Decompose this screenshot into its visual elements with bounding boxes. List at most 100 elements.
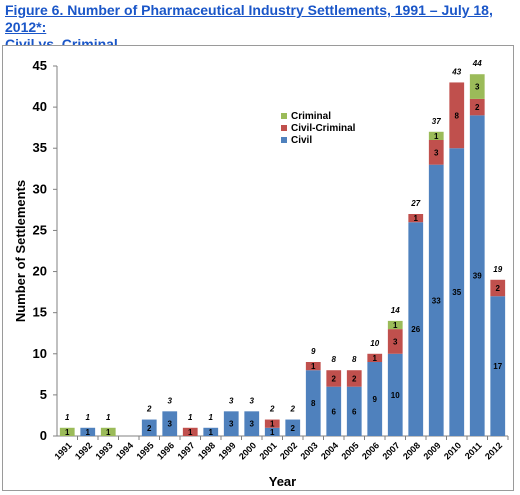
- bar-segment: [449, 148, 465, 436]
- bar-segment: [428, 131, 444, 140]
- segment-value-label: 6: [352, 407, 357, 416]
- total-value-label: 1: [65, 413, 70, 422]
- segment-value-label: 6: [332, 407, 337, 416]
- segment-value-label: 17: [493, 362, 502, 371]
- legend-swatch: [281, 125, 287, 131]
- bar-segment: [367, 353, 383, 362]
- segment-value-label: 9: [373, 395, 378, 404]
- segment-value-label: 1: [86, 428, 91, 437]
- total-value-label: 44: [472, 59, 482, 68]
- x-tick-label: 1991: [52, 440, 73, 461]
- x-tick-label: 2010: [442, 440, 463, 461]
- total-value-label: 3: [250, 396, 255, 405]
- segment-value-label: 1: [209, 428, 214, 437]
- bar-segment: [59, 427, 75, 436]
- x-tick-label: 2003: [298, 440, 319, 461]
- bar-segment: [367, 362, 383, 436]
- y-tick-label: 40: [33, 99, 47, 114]
- legend-swatch: [281, 137, 287, 143]
- bar-segment: [244, 411, 260, 436]
- bar-segment: [449, 82, 465, 149]
- bar-segment: [428, 140, 444, 165]
- y-tick-label: 10: [33, 346, 47, 361]
- bar-segment: [387, 329, 403, 354]
- total-value-label: 1: [106, 413, 111, 422]
- y-tick-label: 5: [40, 387, 47, 402]
- segment-value-label: 1: [311, 362, 316, 371]
- total-value-label: 8: [352, 355, 357, 364]
- segment-value-label: 35: [452, 288, 461, 297]
- y-tick-label: 35: [33, 140, 47, 155]
- segment-value-label: 1: [414, 214, 419, 223]
- bar-segment: [264, 427, 280, 436]
- bar-segment: [80, 427, 96, 436]
- total-value-label: 2: [146, 405, 152, 414]
- bar-segment: [469, 115, 485, 436]
- total-value-label: 19: [493, 265, 502, 274]
- total-value-label: 37: [432, 117, 441, 126]
- x-tick-label: 2011: [463, 440, 484, 461]
- bar-segment: [223, 411, 239, 436]
- legend-swatch: [281, 113, 287, 119]
- total-value-label: 10: [370, 339, 379, 348]
- bar-segment: [469, 98, 485, 116]
- x-tick-label: 2009: [421, 440, 442, 461]
- x-tick-label: 1998: [196, 440, 217, 461]
- y-tick-label: 20: [33, 264, 47, 279]
- segment-value-label: 3: [475, 83, 480, 92]
- total-value-label: 1: [209, 413, 214, 422]
- bar-segment: [100, 427, 116, 436]
- x-tick-label: 2000: [237, 440, 258, 461]
- title-line-1: Figure 6. Number of Pharmaceutical Indus…: [5, 2, 493, 35]
- total-value-label: 1: [86, 413, 91, 422]
- x-tick-label: 2002: [278, 440, 299, 461]
- bar-segment: [141, 419, 157, 436]
- segment-value-label: 10: [391, 391, 400, 400]
- bar-segment: [408, 222, 424, 436]
- total-value-label: 3: [229, 396, 234, 405]
- bar-segment: [162, 411, 178, 436]
- y-tick-label: 15: [33, 305, 47, 320]
- segment-value-label: 1: [434, 132, 439, 141]
- segment-value-label: 2: [291, 424, 296, 433]
- bar-segment: [387, 353, 403, 436]
- y-axis-title: Number of Settlements: [13, 180, 28, 322]
- x-axis-title: Year: [269, 474, 296, 489]
- bar-segment: [305, 362, 321, 371]
- total-value-label: 14: [391, 306, 400, 315]
- legend-label: Criminal: [291, 111, 331, 122]
- segment-value-label: 8: [311, 399, 316, 408]
- x-tick-label: 1994: [114, 440, 135, 461]
- total-value-label: 3: [168, 396, 173, 405]
- total-value-label: 9: [311, 347, 316, 356]
- bar-segment: [203, 427, 219, 436]
- x-tick-label: 2008: [401, 440, 422, 461]
- segment-value-label: 8: [455, 111, 460, 120]
- x-tick-label: 1992: [73, 440, 94, 461]
- x-tick-label: 2001: [257, 440, 278, 461]
- total-value-label: 1: [188, 413, 193, 422]
- x-tick-label: 1999: [216, 440, 237, 461]
- y-tick-label: 45: [33, 58, 47, 73]
- bar-segment: [285, 419, 301, 436]
- segment-value-label: 33: [432, 296, 441, 305]
- bar-segment: [346, 386, 362, 436]
- y-tick-label: 25: [33, 222, 47, 237]
- bar-segment: [469, 74, 485, 99]
- total-value-label: 8: [332, 355, 337, 364]
- segment-value-label: 3: [250, 420, 255, 429]
- segment-value-label: 1: [106, 428, 111, 437]
- segment-value-label: 2: [496, 284, 501, 293]
- total-value-label: 27: [410, 199, 420, 208]
- segment-value-label: 2: [475, 103, 480, 112]
- bar-segment: [387, 320, 403, 330]
- total-value-label: 2: [269, 405, 275, 414]
- segment-value-label: 1: [270, 420, 275, 429]
- segment-value-label: 3: [393, 337, 398, 346]
- x-tick-label: 2004: [319, 440, 340, 461]
- segment-value-label: 1: [65, 428, 70, 437]
- segment-value-label: 1: [270, 428, 275, 437]
- segment-value-label: 1: [373, 354, 378, 363]
- x-tick-label: 2012: [483, 440, 504, 461]
